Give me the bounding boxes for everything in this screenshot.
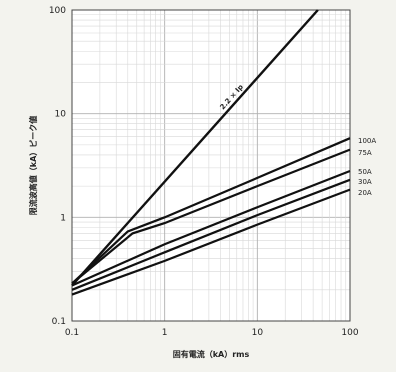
series-line-20A: [71, 188, 351, 296]
series-line-100A: [71, 137, 351, 285]
series-label-30A: 30A: [358, 178, 372, 186]
x-tick-label: 1: [162, 328, 168, 338]
x-axis-title: 固有電流（kA）rms: [173, 349, 250, 359]
y-tick-label: 0.1: [52, 317, 66, 327]
y-tick-label: 100: [49, 6, 66, 16]
y-axis-title: 限流波高値（kA）ピーク値: [28, 116, 38, 216]
series-line-50A: [71, 169, 351, 287]
series-label-20A: 20A: [358, 189, 372, 197]
x-tick-label: 100: [341, 328, 358, 338]
series-label-50A: 50A: [358, 168, 372, 176]
series-line-75A: [71, 148, 351, 285]
plot-frame: [71, 9, 351, 322]
x-tick-label: 10: [252, 328, 264, 338]
series-label-75A: 75A: [358, 149, 372, 157]
series-label-100A: 100A: [358, 137, 376, 145]
y-tick-label: 1: [60, 213, 66, 223]
series-line-30A: [71, 178, 351, 291]
reference-line: [71, 9, 319, 287]
y-tick-label: 10: [55, 110, 67, 120]
plot-area: [72, 10, 350, 321]
x-tick-label: 0.1: [65, 328, 79, 338]
